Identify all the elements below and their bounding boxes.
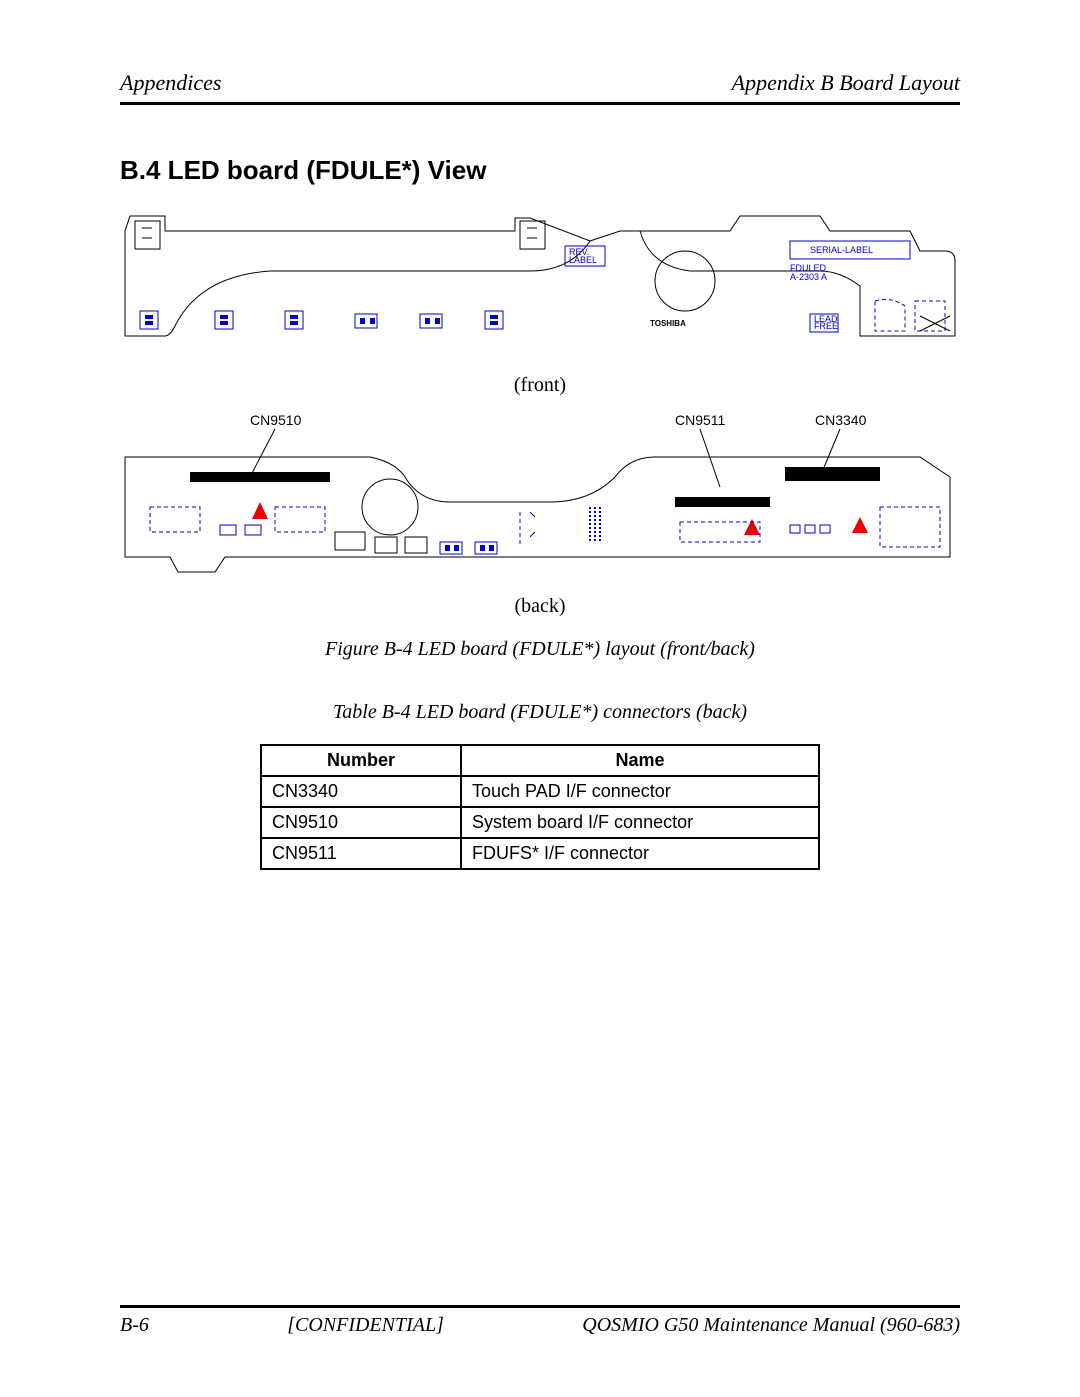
page-footer: B-6 [CONFIDENTIAL] QOSMIO G50 Maintenanc… (120, 1305, 960, 1337)
table-row: CN9510 System board I/F connector (261, 807, 819, 838)
svg-text:TOSHIBA: TOSHIBA (650, 319, 686, 328)
svg-text:FREE: FREE (814, 321, 838, 331)
th-number: Number (261, 745, 461, 776)
cn9511-label: CN9511 (675, 412, 726, 428)
back-caption: (back) (120, 595, 960, 618)
back-diagram: CN9510 CN9511 CN3340 (120, 407, 960, 587)
figure-caption: Figure B-4 LED board (FDULE*) layout (fr… (120, 638, 960, 661)
connector-table: Number Name CN3340 Touch PAD I/F connect… (260, 744, 820, 870)
footer-page: B-6 (120, 1314, 149, 1337)
section-title: B.4 LED board (FDULE*) View (120, 155, 960, 186)
front-caption: (front) (120, 374, 960, 397)
header-right: Appendix B Board Layout (732, 70, 960, 96)
svg-text:LABEL: LABEL (569, 255, 597, 265)
front-diagram: REV. LABEL SERIAL-LABEL FDULED A-2303 A … (120, 206, 960, 366)
header-left: Appendices (120, 70, 221, 96)
svg-text:A-2303 A: A-2303 A (790, 272, 827, 282)
table-row: CN9511 FDUFS* I/F connector (261, 838, 819, 869)
serial-label-text: SERIAL-LABEL (810, 245, 873, 255)
table-row: CN3340 Touch PAD I/F connector (261, 776, 819, 807)
cn3340-label: CN3340 (815, 412, 867, 428)
page: Appendices Appendix B Board Layout B.4 L… (0, 0, 1080, 1397)
table-caption: Table B-4 LED board (FDULE*) connectors … (120, 701, 960, 724)
page-header: Appendices Appendix B Board Layout (120, 70, 960, 105)
cn9510-label: CN9510 (250, 412, 302, 428)
th-name: Name (461, 745, 819, 776)
footer-confidential: [CONFIDENTIAL] (287, 1314, 444, 1337)
footer-manual: QOSMIO G50 Maintenance Manual (960-683) (582, 1314, 960, 1337)
